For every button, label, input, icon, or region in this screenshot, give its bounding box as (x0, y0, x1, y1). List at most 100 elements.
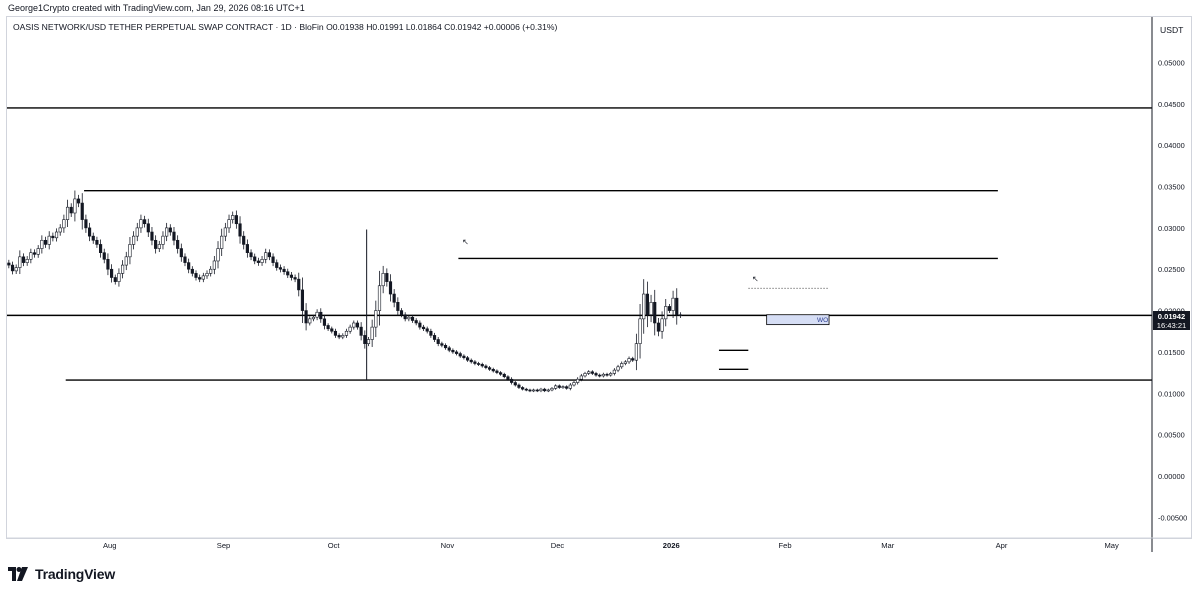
candle-body (418, 322, 422, 328)
candle-body (656, 322, 660, 332)
candle-body (377, 285, 382, 311)
wo-zone: WO (766, 314, 830, 326)
candle-body (675, 297, 679, 316)
candle-body (132, 235, 136, 245)
candle-body (76, 198, 81, 204)
candle-body (388, 281, 393, 295)
x-tick-label: Dec (551, 541, 565, 550)
y-tick-label: 0.00500 (1158, 431, 1185, 440)
y-tick-label: 0.05000 (1158, 58, 1185, 67)
candle-body (245, 244, 249, 253)
candle-body (462, 355, 466, 359)
y-tick-label: 0.02500 (1158, 265, 1185, 274)
candle-body (143, 219, 147, 225)
candle-body (223, 227, 227, 237)
candle-body (128, 244, 132, 258)
candle-body (499, 372, 503, 375)
candle-body (605, 373, 609, 376)
last-price-label: 0.01942 16:43:21 (1153, 311, 1190, 330)
candle-body (550, 388, 554, 391)
candle-body (443, 345, 448, 349)
candle-body (157, 244, 161, 249)
candle-body (458, 353, 462, 357)
candle-body (572, 382, 576, 386)
candle-body (319, 311, 323, 320)
candle-body (150, 231, 154, 241)
candle-body (333, 330, 338, 336)
candle-body (539, 388, 543, 392)
candle-body (234, 215, 238, 225)
candle-body (220, 235, 224, 249)
candle-body (381, 273, 385, 287)
y-tick-label: 0.00000 (1158, 472, 1185, 481)
candle-body (315, 311, 319, 318)
candle-body (421, 326, 426, 330)
horizontal-levels: ↖↖ (7, 107, 1152, 381)
candle-body (392, 293, 396, 303)
candle-body (286, 271, 290, 276)
candle-body (568, 384, 572, 389)
candle-body (282, 268, 286, 273)
candle-body (355, 322, 360, 328)
candle-body (678, 314, 683, 317)
candle-body (623, 361, 627, 364)
candle-body (414, 320, 418, 324)
candle-body (168, 227, 172, 233)
candle-body (642, 293, 646, 320)
candle-body (65, 206, 70, 220)
candle-body (385, 273, 389, 282)
candle-body (484, 365, 488, 368)
candle-body (638, 318, 642, 344)
candle-body (14, 267, 18, 272)
candle-body (469, 359, 473, 363)
candle-body (154, 239, 158, 249)
wo-zone-label: WO (817, 317, 828, 324)
candle-body (80, 202, 84, 220)
price-axis: 0.05000 0.04500 0.04000 0.03500 0.03000 0.025… (1158, 58, 1187, 522)
x-tick-label: Mar (881, 541, 895, 550)
candle-body (407, 316, 411, 320)
tradingview-logo[interactable]: TradingView (8, 566, 115, 582)
candle-body (576, 378, 580, 383)
candle-body (517, 384, 521, 388)
candle-body (429, 330, 433, 336)
candle-body (91, 235, 95, 241)
candle-body (40, 239, 44, 249)
candle-body (7, 262, 11, 266)
candle-body (271, 256, 275, 263)
candle-body (98, 244, 103, 253)
candle-body (51, 235, 55, 239)
candle-body (374, 310, 378, 328)
candle-body (491, 368, 495, 372)
candle-body (634, 343, 638, 361)
candle-body (436, 339, 440, 344)
y-tick-label: 0.03000 (1158, 224, 1185, 233)
candle-body (278, 267, 282, 270)
candle-body (590, 371, 594, 374)
candle-body (36, 248, 40, 255)
candle-body (135, 227, 139, 237)
candle-body (627, 358, 631, 363)
candle-body (664, 306, 668, 320)
candle-body (326, 325, 330, 330)
candle-body (447, 347, 451, 351)
candle-body (161, 235, 165, 245)
candle-body (308, 318, 312, 324)
candle-body (396, 302, 400, 311)
candle-body (124, 256, 128, 266)
annotation-arrow: ↖ (752, 275, 759, 284)
candle-body (565, 386, 569, 389)
candle-body (330, 328, 334, 332)
candle-body (275, 262, 279, 268)
candle-body (557, 385, 561, 388)
bar-countdown: 16:43:21 (1156, 321, 1187, 330)
candle-body (432, 335, 437, 340)
candle-body (465, 357, 470, 361)
price-axis-currency[interactable]: USDT (1160, 25, 1184, 35)
candle-body (488, 367, 492, 370)
candles (7, 190, 683, 393)
candle-body (102, 252, 106, 260)
annotation-arrow: ↖ (462, 237, 469, 246)
candle-body (510, 378, 514, 383)
